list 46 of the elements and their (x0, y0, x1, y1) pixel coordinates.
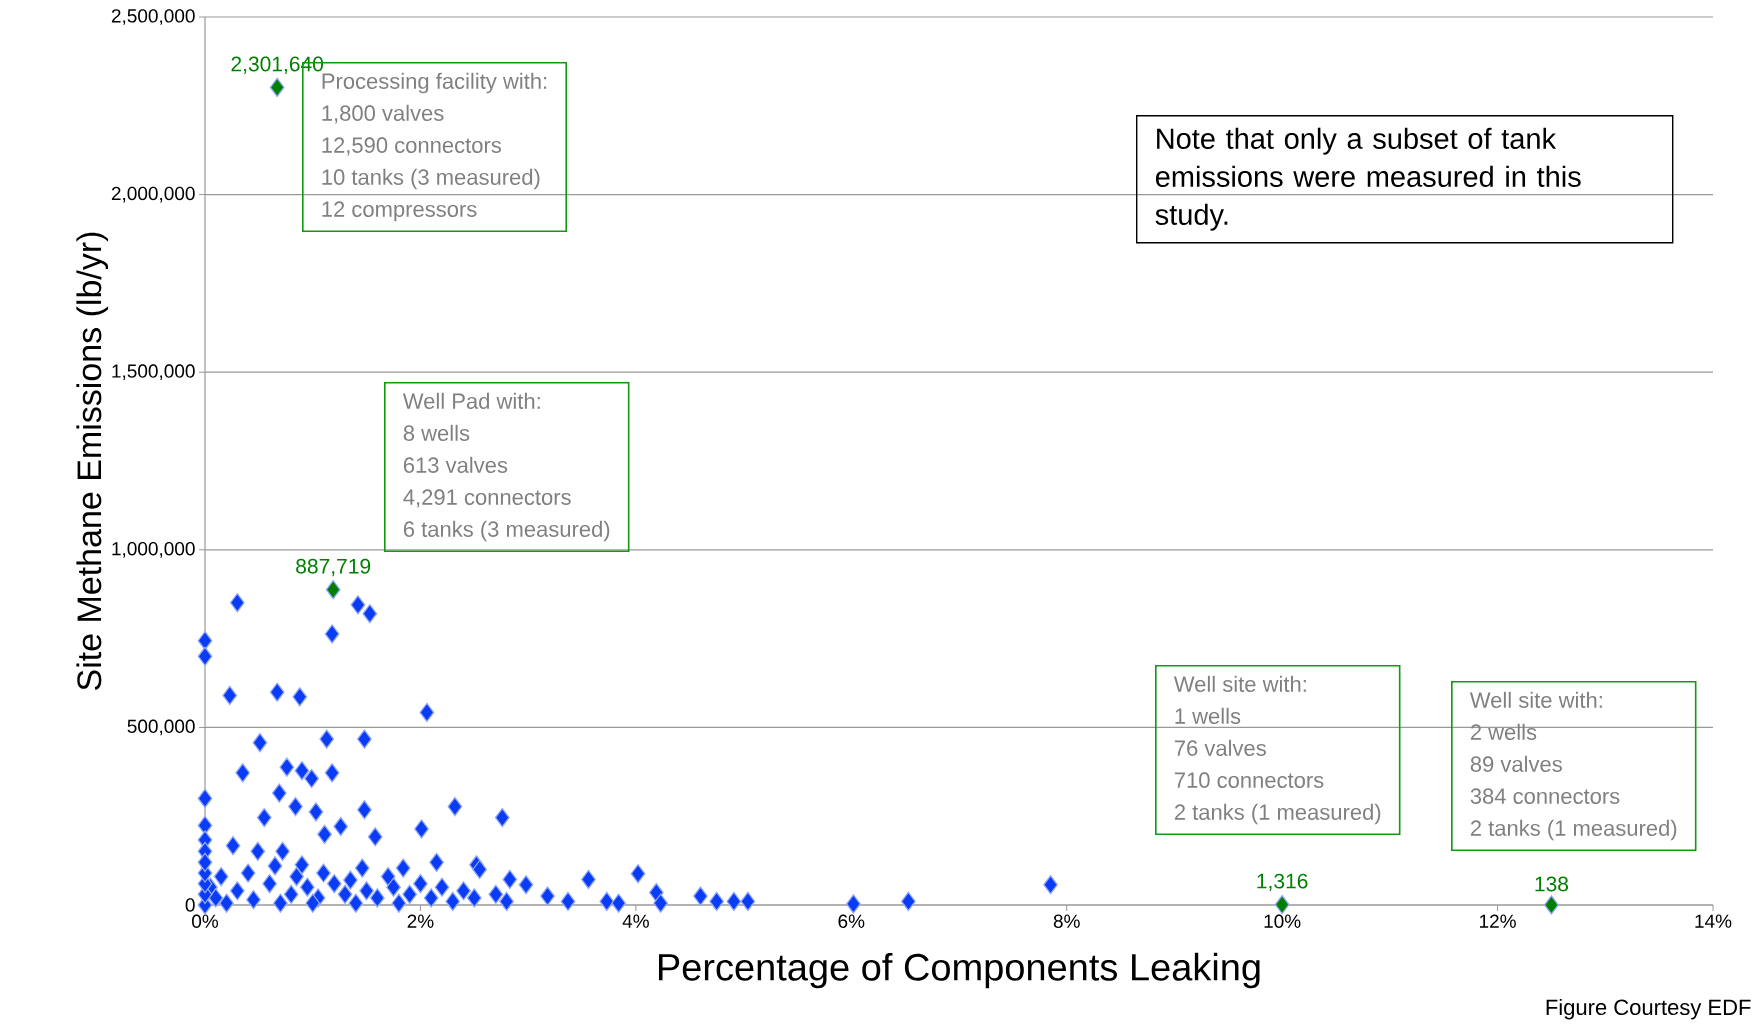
annotation: 2 wells (1470, 723, 1537, 740)
annotation: 2 tanks (1 measured) (1174, 803, 1381, 825)
annotation: 384 connectors (1470, 788, 1620, 804)
x-tick-label: 2% (407, 914, 434, 928)
x-tick-label: 0% (192, 914, 219, 928)
point (269, 77, 285, 98)
y-tick-label: 2,000,000 (111, 186, 195, 203)
annotation: 4,291 connectors (403, 489, 571, 508)
y-tick-label: 1,500,000 (112, 364, 195, 381)
annotation: 1 wells (1175, 707, 1241, 724)
annotation: 1,800 valves (322, 104, 444, 124)
data-label: 138 (1535, 876, 1569, 892)
annotation: 2 tanks (1 measured) (1470, 819, 1677, 841)
annotation: 10 tanks (3 measured) (322, 168, 540, 190)
annotation: 76 valves (1174, 739, 1266, 756)
annotation: 6 tanks (3 measured) (403, 520, 610, 542)
x-tick-label: 12% (1480, 914, 1516, 928)
annotation: 8 wells (403, 424, 470, 441)
x-tick-label: 8% (1053, 914, 1080, 928)
point (1544, 895, 1559, 915)
data-label: 887,719 (296, 558, 371, 577)
annotation: Well site with: (1173, 675, 1306, 692)
x-tick-label: 4% (622, 914, 649, 928)
annotation: 89 valves (1470, 755, 1562, 772)
y-tick-label: 500,000 (127, 719, 195, 736)
text: Figure Courtesy EDF (1546, 998, 1751, 1020)
annotation: Well site with: (1469, 691, 1602, 708)
x-tick-label: 6% (838, 914, 865, 928)
y-tick-label: 1,000,000 (112, 541, 195, 558)
annotation: Note that only a subset of tank emissions were measured in this study. (1155, 127, 1581, 231)
y-axis-title: Site Methane Emissions (lb/yr) (76, 232, 109, 690)
x-axis-title: Percentage of Components Leaking (658, 952, 1260, 989)
annotation: 12,590 connectors (322, 137, 501, 156)
annotation: 613 valves (403, 456, 508, 473)
annotation: 12 compressors (322, 201, 477, 222)
x-tick-label: 14% (1695, 914, 1732, 928)
x-tick-label: 10% (1264, 914, 1301, 928)
point (1274, 894, 1290, 915)
y-tick-label: 2,500,000 (111, 9, 195, 25)
annotation: Processing facility with: (322, 72, 547, 94)
annotation: Well Pad with: (402, 392, 540, 409)
data-label: 1,316 (1257, 873, 1308, 891)
point (325, 580, 341, 600)
annotation: 710 connectors (1174, 772, 1324, 788)
data-label: 2,301,640 (231, 56, 324, 74)
y-tick-label: 0 (185, 898, 195, 912)
